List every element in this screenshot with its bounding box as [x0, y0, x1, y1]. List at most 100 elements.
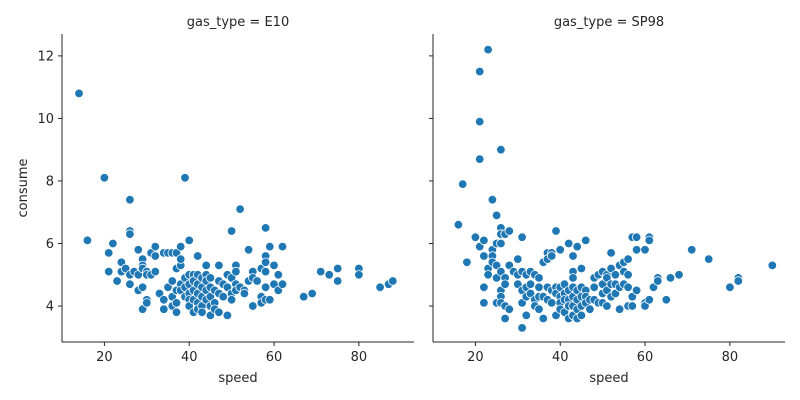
- data-point: [517, 232, 527, 242]
- data-point: [462, 257, 472, 268]
- data-point: [602, 301, 612, 311]
- data-point: [623, 270, 633, 280]
- data-point: [564, 238, 574, 249]
- data-point: [627, 301, 638, 311]
- data-point: [623, 282, 633, 293]
- data-point: [74, 88, 84, 99]
- data-point: [576, 263, 587, 274]
- data-point: [265, 241, 275, 252]
- x-tick-label: 60: [266, 350, 283, 365]
- data-point: [496, 144, 506, 155]
- data-point: [547, 298, 557, 308]
- y-tick-label: 8: [46, 174, 54, 189]
- data-point: [388, 276, 398, 286]
- data-point: [568, 251, 578, 261]
- data-point: [631, 232, 642, 242]
- data-point: [260, 223, 271, 233]
- data-point: [307, 288, 317, 299]
- data-point: [354, 270, 364, 280]
- data-point: [333, 263, 343, 274]
- data-point: [171, 307, 182, 318]
- data-point: [125, 194, 135, 205]
- data-point: [112, 276, 122, 286]
- x-tick-label: 40: [181, 350, 198, 365]
- data-point: [491, 210, 502, 221]
- data-point: [167, 276, 178, 286]
- data-point: [614, 304, 625, 314]
- data-point: [576, 310, 587, 321]
- x-tick-label: 60: [637, 350, 654, 365]
- data-point: [201, 260, 211, 271]
- data-point: [103, 248, 114, 258]
- data-point: [606, 248, 616, 258]
- data-point: [610, 270, 621, 280]
- data-point: [277, 279, 288, 289]
- data-point: [589, 282, 599, 293]
- data-point: [252, 276, 262, 286]
- data-point: [733, 276, 744, 286]
- data-point: [487, 194, 498, 205]
- data-point: [623, 254, 633, 264]
- data-point: [483, 270, 493, 280]
- data-point: [248, 301, 258, 311]
- data-point: [475, 154, 485, 164]
- x-ticks-e10: 20 40 60 80: [96, 342, 367, 365]
- y-ticks-sp98: [429, 55, 433, 307]
- data-point: [534, 304, 544, 314]
- data-point: [470, 232, 481, 242]
- data-point: [631, 245, 642, 255]
- data-point: [180, 173, 190, 183]
- x-tick-label: 80: [351, 350, 368, 365]
- data-point: [375, 282, 385, 293]
- data-point: [133, 245, 144, 255]
- data-point: [479, 298, 489, 308]
- data-point: [496, 238, 506, 249]
- y-tick-label: 10: [37, 112, 54, 127]
- data-point: [324, 270, 334, 280]
- data-point: [235, 204, 245, 214]
- data-point: [458, 179, 468, 189]
- data-point: [214, 307, 224, 318]
- data-point: [82, 235, 93, 246]
- x-tick-label: 20: [96, 350, 113, 365]
- data-point: [661, 295, 672, 305]
- data-point: [551, 226, 561, 236]
- data-point: [568, 273, 578, 283]
- data-point: [171, 298, 182, 308]
- data-point: [299, 292, 309, 302]
- data-point: [333, 276, 343, 286]
- data-point: [500, 279, 510, 289]
- data-point: [269, 260, 279, 271]
- y-axis-label: consume: [16, 158, 31, 217]
- data-point: [277, 241, 288, 252]
- data-point: [534, 282, 544, 293]
- facet-sp98: gas_type = SP98 20 40 60 80 speed: [429, 15, 785, 386]
- x-axis-label-sp98: speed: [589, 371, 628, 386]
- points-sp98: [453, 44, 778, 333]
- data-point: [513, 254, 523, 264]
- x-axis-label-e10: speed: [218, 371, 257, 386]
- y-ticks-e10: 4 6 8 10 12: [37, 49, 62, 315]
- data-point: [725, 282, 735, 293]
- data-point: [475, 116, 485, 127]
- data-point: [475, 66, 485, 77]
- points-e10: [74, 88, 398, 321]
- data-point: [534, 273, 544, 283]
- data-point: [631, 285, 642, 296]
- data-point: [243, 245, 254, 255]
- data-point: [644, 235, 655, 246]
- y-tick-label: 12: [37, 49, 54, 64]
- data-point: [260, 257, 271, 268]
- data-point: [538, 313, 549, 324]
- data-point: [572, 241, 582, 252]
- data-point: [150, 266, 161, 277]
- data-point: [265, 295, 275, 305]
- x-tick-label: 20: [467, 350, 484, 365]
- x-tick-label: 80: [722, 350, 739, 365]
- data-point: [226, 295, 237, 305]
- data-point: [231, 266, 241, 277]
- data-point: [521, 310, 532, 321]
- data-point: [479, 282, 489, 293]
- data-point: [640, 245, 650, 255]
